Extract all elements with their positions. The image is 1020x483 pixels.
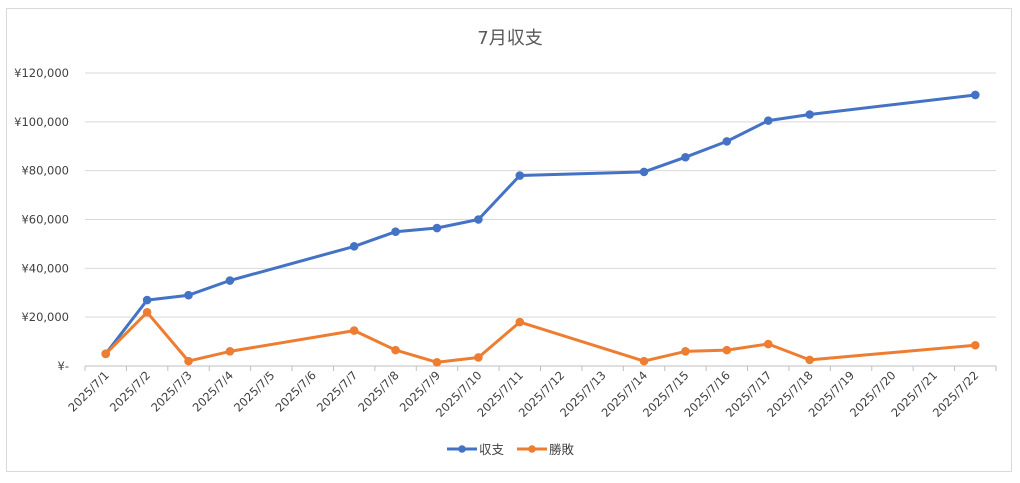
y-tick-label: ¥80,000 (21, 164, 69, 178)
series-line-0 (104, 93, 977, 356)
plot-area (101, 90, 980, 367)
x-tick-label: 2025/7/7 (314, 368, 360, 414)
data-point (763, 339, 773, 349)
data-point (349, 242, 359, 251)
data-point (681, 347, 690, 356)
data-point (639, 167, 649, 177)
y-tick-label: ¥40,000 (21, 261, 69, 275)
data-point (432, 223, 442, 233)
y-tick-label: ¥- (58, 359, 69, 373)
gridlines (85, 72, 996, 367)
x-tick-label: 2025/7/6 (272, 368, 318, 414)
data-point (515, 317, 525, 327)
data-point (515, 171, 525, 180)
data-point (805, 110, 814, 119)
data-point (225, 276, 235, 285)
data-point (763, 116, 773, 125)
y-tick-label: ¥20,000 (21, 310, 69, 324)
data-point (184, 356, 193, 366)
x-tick-label: 2025/7/2 (107, 368, 153, 414)
legend-label-1: 勝敗 (549, 442, 575, 457)
data-point (101, 349, 111, 359)
x-axis: 2025/7/12025/7/22025/7/32025/7/42025/7/5… (65, 366, 997, 420)
data-point (225, 347, 235, 356)
data-point (970, 90, 980, 100)
x-tick-label: 2025/7/1 (65, 368, 111, 414)
data-point (970, 340, 980, 350)
legend-marker-0 (458, 445, 466, 453)
y-tick-label: ¥120,000 (14, 66, 69, 80)
data-point (142, 307, 152, 317)
data-point (142, 295, 152, 305)
x-tick-label: 2025/7/8 (355, 368, 401, 414)
legend: 収支 勝敗 (447, 442, 575, 457)
data-point (391, 227, 400, 237)
series-line-1 (104, 310, 977, 364)
y-tick-label: ¥60,000 (21, 213, 69, 227)
y-tick-label: ¥100,000 (14, 115, 69, 129)
data-point (184, 290, 193, 300)
data-point (681, 152, 690, 162)
x-tick-label: 2025/7/4 (190, 368, 236, 414)
x-tick-label: 2025/7/3 (148, 368, 194, 414)
data-point (474, 215, 483, 224)
chart-title: 7月収支 (477, 28, 542, 49)
data-point (391, 345, 400, 355)
data-point (805, 355, 814, 365)
chart-frame (6, 8, 1012, 472)
x-tick-label: 2025/7/5 (231, 368, 277, 414)
data-point (349, 326, 359, 335)
data-point (432, 358, 442, 367)
data-point (639, 356, 649, 366)
y-axis: ¥- ¥20,000 ¥40,000 ¥60,000 ¥80,000 ¥100,000 ¥1… (14, 66, 69, 373)
data-point (474, 353, 483, 362)
legend-label-0: 収支 (479, 442, 505, 457)
data-point (722, 345, 732, 355)
data-point (722, 137, 732, 146)
legend-marker-1 (528, 445, 536, 453)
